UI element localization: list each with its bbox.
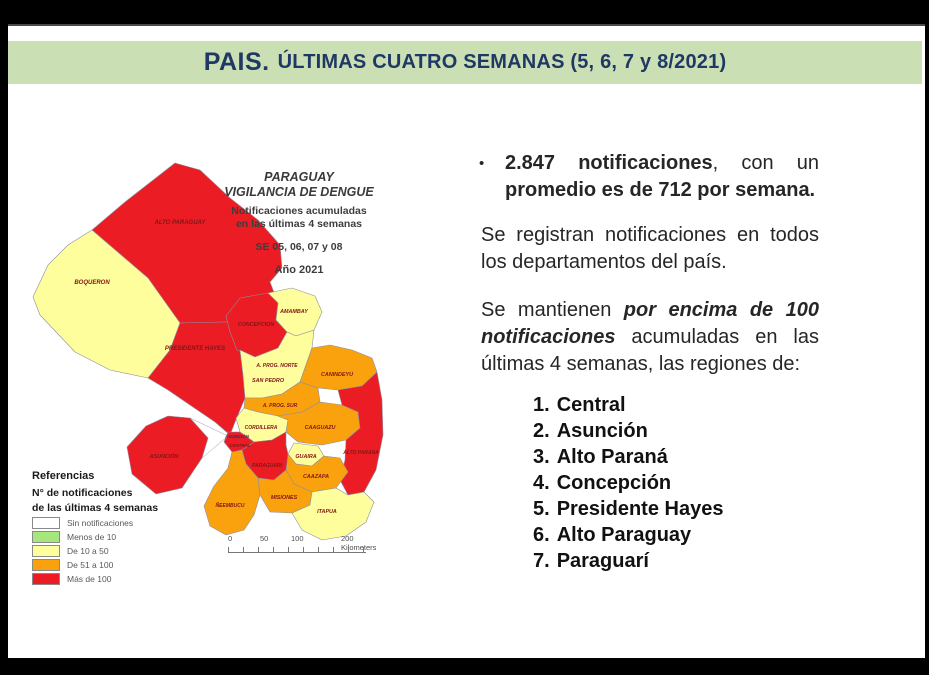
- para-emphasis: por encima de 100 notificaciones: [481, 299, 819, 348]
- list-region-name: Presidente Hayes: [556, 498, 724, 520]
- bullet-regular-1: , con un: [712, 152, 820, 174]
- map-se-weeks: SE 05, 06, 07 y 08: [255, 241, 343, 253]
- para-regular-2: acumuladas en las últimas 4 semanas, las…: [481, 326, 819, 375]
- map-subtitle-line1: Notificaciones acumuladas: [231, 205, 367, 217]
- legend-item: De 51 a 100: [32, 558, 182, 571]
- map-label-concepcion: CONCEPCION: [238, 322, 275, 328]
- map-label-cordillera: CORDILLERA: [245, 425, 278, 431]
- list-number: 1.: [533, 394, 550, 416]
- map-label-central: CENTRAL: [229, 443, 251, 448]
- slide-title-prefix: PAIS.: [203, 48, 270, 76]
- para-regular-1: Se mantienen: [481, 299, 624, 321]
- map-title-block: PARAGUAY VIGILANCIA DE DENGUE Notificaci…: [180, 170, 418, 276]
- legend-label: Sin notificaciones: [67, 517, 134, 528]
- region-itapua: [291, 487, 375, 541]
- list-region-name: Asunción: [556, 420, 648, 442]
- map-label-paraguari: PARAGUARI: [252, 463, 283, 469]
- list-region-name: Alto Paraná: [556, 446, 668, 468]
- legend-item: De 10 a 50: [32, 544, 182, 557]
- regions-over-100-list: 1. Central 2. Asunción 3. Alto Paraná 4. Con…: [533, 392, 823, 574]
- map-label-misiones: MISIONES: [271, 495, 298, 501]
- map-label-alto-paraguay: ALTO PARAGUAY: [154, 220, 207, 226]
- list-region-name: Paraguarí: [556, 550, 649, 572]
- list-number: 6.: [533, 524, 550, 546]
- map-label-itapua: ITAPUA: [317, 509, 337, 515]
- legend-subheading-1: N° de notificaciones: [32, 487, 133, 499]
- map-label-alto-parana: ALTO PARANA: [342, 450, 379, 456]
- legend-label: Menos de 10: [67, 531, 117, 542]
- map-scalebar: 0 50 100 200 Kilometers: [220, 534, 390, 558]
- map-label-asuncion: ASUNCIÓN: [224, 433, 250, 439]
- list-number: 2.: [533, 420, 550, 442]
- map-label-guaira: GUAIRA: [295, 454, 316, 460]
- paraguay-map-panel: ALTO PARAGUAY BOQUERON PRESIDENTE HAYES …: [30, 150, 430, 585]
- list-item-presidente-hayes: 5. Presidente Hayes: [533, 496, 823, 522]
- map-legend: Referencias N° de notificaciones de las …: [32, 470, 182, 585]
- map-label-amambay: AMAMBAY: [279, 309, 308, 315]
- list-item-asuncion: 2. Asunción: [533, 418, 823, 444]
- map-label-a-prog-norte: A. PROG. NORTE: [255, 363, 298, 369]
- bullet-bold-1: 2.847 notificaciones: [505, 152, 713, 174]
- legend-item: Menos de 10: [32, 530, 182, 543]
- legend-swatch-over100: [32, 572, 60, 585]
- list-item-paraguari: 7. Paraguarí: [533, 548, 823, 574]
- bullet-paragraph: 2.847 notificaciones, con un promedio es…: [505, 150, 819, 204]
- map-label-san-pedro: SAN PEDRO: [252, 378, 285, 384]
- legend-heading: Referencias: [32, 470, 95, 482]
- map-title-line2: VIGILANCIA DE DENGUE: [224, 185, 374, 199]
- legend-swatch-none: [32, 516, 60, 529]
- slide: PAIS. ÚLTIMAS CUATRO SEMANAS (5, 6, 7 y …: [8, 24, 925, 658]
- legend-swatch-under10: [32, 530, 60, 543]
- list-number: 4.: [533, 472, 550, 494]
- list-region-name: Alto Paraguay: [556, 524, 692, 546]
- bullet-item: • 2.847 notificaciones, con un promedio …: [455, 150, 823, 204]
- region-boqueron: [32, 229, 181, 379]
- legend-item: Sin notificaciones: [32, 516, 182, 529]
- list-item-central: 1. Central: [533, 392, 823, 418]
- map-subtitle-line2: en las últimas 4 semanas: [235, 217, 363, 230]
- list-number: 3.: [533, 446, 550, 468]
- list-item-alto-paraguay: 6. Alto Paraguay: [533, 522, 823, 548]
- content-column: • 2.847 notificaciones, con un promedio …: [455, 140, 823, 574]
- scalebar-tick-100: 100: [291, 534, 304, 543]
- map-label-caazapa: CAAZAPA: [303, 474, 329, 480]
- map-label-boqueron: BOQUERON: [74, 280, 110, 286]
- map-label-caaguazu: CAAGUAZU: [305, 425, 336, 431]
- choropleth-map: ALTO PARAGUAY BOQUERON PRESIDENTE HAYES …: [32, 162, 384, 541]
- slide-title: ÚLTIMAS CUATRO SEMANAS (5, 6, 7 y 8/2021…: [277, 51, 727, 73]
- legend-swatch-10-50: [32, 544, 60, 557]
- map-year: Año 2021: [274, 264, 324, 276]
- map-label-a-prog-sur: A. PROG. SUR: [262, 403, 298, 409]
- map-label-presidente-hayes: PRESIDENTE HAYES: [165, 346, 225, 352]
- map-title-line1: PARAGUAY: [264, 170, 334, 184]
- title-band: PAIS. ÚLTIMAS CUATRO SEMANAS (5, 6, 7 y …: [8, 41, 922, 84]
- legend-label: De 51 a 100: [67, 559, 114, 570]
- legend-swatch-51-100: [32, 558, 60, 571]
- scalebar-tick-0: 0: [228, 534, 233, 543]
- bullet-dot: •: [479, 155, 485, 172]
- legend-label: Más de 100: [67, 573, 112, 584]
- list-region-name: Concepción: [556, 472, 672, 494]
- list-number: 7.: [533, 550, 550, 572]
- paragraph-all-departments: Se registran notificaciones en todos los…: [481, 224, 819, 273]
- list-region-name: Central: [556, 394, 626, 416]
- map-label-asuncion-inset: ASUNCIÓN: [149, 453, 179, 460]
- list-item-concepcion: 4. Concepción: [533, 470, 823, 496]
- scalebar-ruler: [228, 547, 366, 553]
- region-asuncion-inset: [126, 415, 209, 495]
- list-number: 5.: [533, 498, 550, 520]
- map-label-canindeyu: CANINDEYU: [321, 372, 353, 378]
- scalebar-tick-50: 50: [260, 534, 269, 543]
- bullet-bold-2: promedio es de 712 por semana.: [505, 179, 816, 201]
- map-label-neembucu: ÑEEMBUCU: [216, 502, 245, 509]
- list-item-alto-parana: 3. Alto Paraná: [533, 444, 823, 470]
- paragraph-over-100: Se mantienen por encima de 100 notificac…: [481, 297, 819, 378]
- legend-subheading-2: de las últimas 4 semanas: [32, 502, 159, 514]
- legend-label: De 10 a 50: [67, 545, 109, 556]
- legend-item: Más de 100: [32, 572, 182, 585]
